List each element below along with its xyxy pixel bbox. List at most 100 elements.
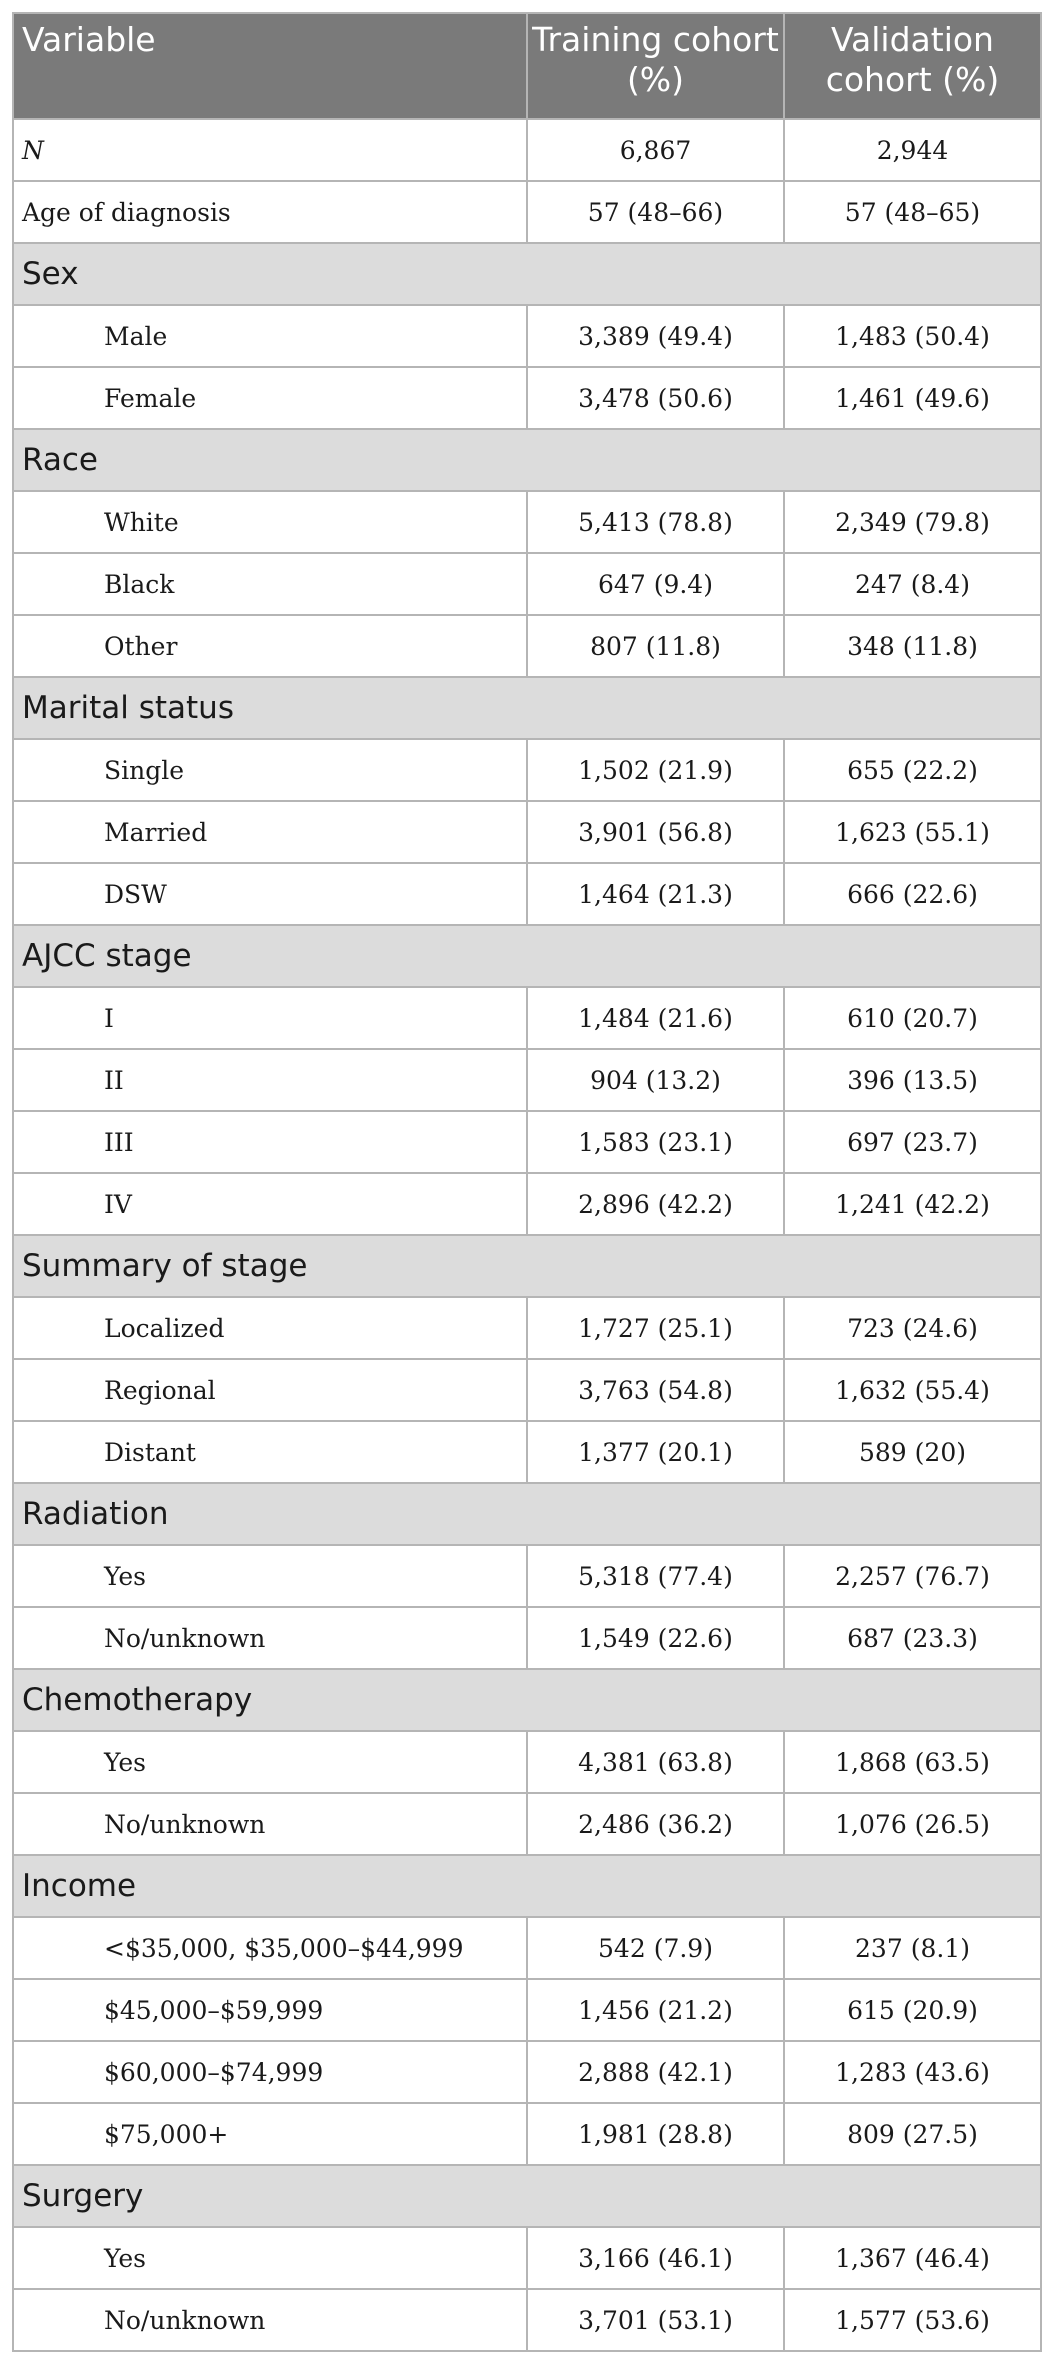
section-header-row: Surgery (12, 2164, 1042, 2228)
training-value: 542 (7.9) (526, 1916, 785, 1980)
table-row: $75,000+ 1,981 (28.8) 809 (27.5) (12, 2102, 1042, 2166)
validation-value: 348 (11.8) (783, 614, 1042, 678)
table-header: Variable Training cohort (%) Validation … (12, 12, 1042, 120)
validation-value: 2,349 (79.8) (783, 490, 1042, 554)
training-value: 2,896 (42.2) (526, 1172, 785, 1236)
training-value: 807 (11.8) (526, 614, 785, 678)
table-row: I 1,484 (21.6) 610 (20.7) (12, 986, 1042, 1050)
table-row: Distant 1,377 (20.1) 589 (20) (12, 1420, 1042, 1484)
table-row: $60,000–$74,999 2,888 (42.1) 1,283 (43.6) (12, 2040, 1042, 2104)
training-value: 1,549 (22.6) (526, 1606, 785, 1670)
row-label: Other (12, 614, 528, 678)
validation-value: 687 (23.3) (783, 1606, 1042, 1670)
validation-value: 697 (23.7) (783, 1110, 1042, 1174)
table-row: White 5,413 (78.8) 2,349 (79.8) (12, 490, 1042, 554)
row-label: $45,000–$59,999 (12, 1978, 528, 2042)
training-value: 6,867 (526, 118, 785, 182)
validation-value: 1,283 (43.6) (783, 2040, 1042, 2104)
training-value: 1,981 (28.8) (526, 2102, 785, 2166)
table-row: No/unknown 1,549 (22.6) 687 (23.3) (12, 1606, 1042, 1670)
validation-value: 1,241 (42.2) (783, 1172, 1042, 1236)
section-header-row: Race (12, 428, 1042, 492)
row-label: White (12, 490, 528, 554)
training-value: 57 (48–66) (526, 180, 785, 244)
training-value: 1,464 (21.3) (526, 862, 785, 926)
row-label: Married (12, 800, 528, 864)
row-label: Black (12, 552, 528, 616)
table-row: Yes 4,381 (63.8) 1,868 (63.5) (12, 1730, 1042, 1794)
table-row: Single 1,502 (21.9) 655 (22.2) (12, 738, 1042, 802)
table-body: N 6,867 2,944 Age of diagnosis 57 (48–66) 57 … (12, 118, 1042, 2352)
validation-value: 1,623 (55.1) (783, 800, 1042, 864)
section-label: Income (12, 1854, 1042, 1918)
validation-value: 809 (27.5) (783, 2102, 1042, 2166)
header-row: Variable Training cohort (%) Validation … (12, 12, 1042, 120)
training-value: 904 (13.2) (526, 1048, 785, 1112)
table-row: II 904 (13.2) 396 (13.5) (12, 1048, 1042, 1112)
validation-value: 237 (8.1) (783, 1916, 1042, 1980)
row-label: Yes (12, 1730, 528, 1794)
row-label: Single (12, 738, 528, 802)
validation-value: 615 (20.9) (783, 1978, 1042, 2042)
table-row: Other 807 (11.8) 348 (11.8) (12, 614, 1042, 678)
table-row: Age of diagnosis 57 (48–66) 57 (48–65) (12, 180, 1042, 244)
validation-value: 723 (24.6) (783, 1296, 1042, 1360)
section-header-row: Radiation (12, 1482, 1042, 1546)
training-value: 1,502 (21.9) (526, 738, 785, 802)
table-row: Female 3,478 (50.6) 1,461 (49.6) (12, 366, 1042, 430)
row-label: I (12, 986, 528, 1050)
validation-value: 1,076 (26.5) (783, 1792, 1042, 1856)
row-label: DSW (12, 862, 528, 926)
cohort-characteristics-table: Variable Training cohort (%) Validation … (12, 12, 1042, 2352)
table-row: No/unknown 3,701 (53.1) 1,577 (53.6) (12, 2288, 1042, 2352)
validation-value: 589 (20) (783, 1420, 1042, 1484)
training-value: 2,888 (42.1) (526, 2040, 785, 2104)
row-label: Yes (12, 1544, 528, 1608)
table-row: Married 3,901 (56.8) 1,623 (55.1) (12, 800, 1042, 864)
training-value: 1,727 (25.1) (526, 1296, 785, 1360)
validation-value: 1,577 (53.6) (783, 2288, 1042, 2352)
row-label: Yes (12, 2226, 528, 2290)
table-row: $45,000–$59,999 1,456 (21.2) 615 (20.9) (12, 1978, 1042, 2042)
table-row: N 6,867 2,944 (12, 118, 1042, 182)
table-row: III 1,583 (23.1) 697 (23.7) (12, 1110, 1042, 1174)
training-value: 3,701 (53.1) (526, 2288, 785, 2352)
header-training-cohort: Training cohort (%) (526, 12, 785, 120)
row-label: No/unknown (12, 1606, 528, 1670)
validation-value: 1,632 (55.4) (783, 1358, 1042, 1422)
training-value: 1,583 (23.1) (526, 1110, 785, 1174)
row-label: $60,000–$74,999 (12, 2040, 528, 2104)
training-value: 3,763 (54.8) (526, 1358, 785, 1422)
section-label: Race (12, 428, 1042, 492)
training-value: 3,166 (46.1) (526, 2226, 785, 2290)
header-validation-cohort: Validation cohort (%) (783, 12, 1042, 120)
cohort-table-container: Variable Training cohort (%) Validation … (12, 12, 1042, 2352)
row-label: <$35,000, $35,000–$44,999 (12, 1916, 528, 1980)
section-label: Chemotherapy (12, 1668, 1042, 1732)
section-header-row: Sex (12, 242, 1042, 306)
row-label: III (12, 1110, 528, 1174)
validation-value: 247 (8.4) (783, 552, 1042, 616)
table-row: Yes 3,166 (46.1) 1,367 (46.4) (12, 2226, 1042, 2290)
table-row: Black 647 (9.4) 247 (8.4) (12, 552, 1042, 616)
training-value: 5,413 (78.8) (526, 490, 785, 554)
row-label: N (12, 118, 528, 182)
validation-value: 57 (48–65) (783, 180, 1042, 244)
validation-value: 1,367 (46.4) (783, 2226, 1042, 2290)
validation-value: 1,461 (49.6) (783, 366, 1042, 430)
section-label: AJCC stage (12, 924, 1042, 988)
training-value: 3,478 (50.6) (526, 366, 785, 430)
training-value: 1,456 (21.2) (526, 1978, 785, 2042)
section-label: Sex (12, 242, 1042, 306)
row-label: Localized (12, 1296, 528, 1360)
table-row: DSW 1,464 (21.3) 666 (22.6) (12, 862, 1042, 926)
table-row: Regional 3,763 (54.8) 1,632 (55.4) (12, 1358, 1042, 1422)
table-row: IV 2,896 (42.2) 1,241 (42.2) (12, 1172, 1042, 1236)
training-value: 647 (9.4) (526, 552, 785, 616)
row-label: Female (12, 366, 528, 430)
section-label: Radiation (12, 1482, 1042, 1546)
table-row: <$35,000, $35,000–$44,999 542 (7.9) 237 (8… (12, 1916, 1042, 1980)
row-label: II (12, 1048, 528, 1112)
section-header-row: Chemotherapy (12, 1668, 1042, 1732)
training-value: 3,901 (56.8) (526, 800, 785, 864)
